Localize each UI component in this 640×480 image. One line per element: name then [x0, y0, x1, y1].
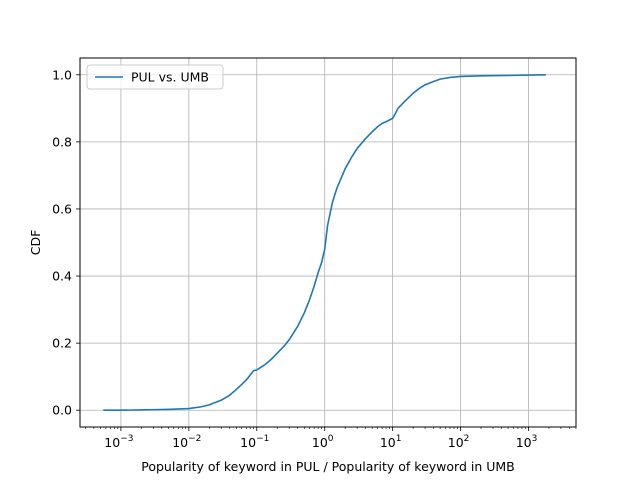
- x-tick-label: 102: [448, 434, 470, 450]
- x-tick-exponent: 1: [396, 434, 402, 444]
- x-tick-base: 10: [104, 435, 120, 450]
- x-tick-exponent: −1: [256, 434, 269, 444]
- x-tick-exponent: 2: [464, 434, 470, 444]
- series-line: [103, 73, 546, 412]
- x-tick-base: 10: [380, 435, 396, 450]
- x-tick-exponent: −2: [188, 434, 201, 444]
- x-axis: 10−3 10−2 10−1 100 101 102 103: [85, 427, 577, 450]
- x-tick-base: 10: [448, 435, 464, 450]
- x-tick-label: 10−3: [104, 434, 133, 450]
- legend-box: [86, 64, 224, 90]
- y-tick-label: 0.2: [52, 336, 72, 351]
- series-layer: [103, 73, 546, 412]
- y-axis: 0.0 0.2 0.4 0.6 0.8 1.0: [52, 67, 80, 418]
- x-tick-base: 10: [516, 435, 532, 450]
- grid: [80, 58, 576, 427]
- x-tick-base: 10: [240, 435, 256, 450]
- x-tick-label: 101: [380, 434, 402, 450]
- x-tick-base: 10: [172, 435, 188, 450]
- x-tick-label: 100: [312, 434, 334, 450]
- x-tick-label: 10−2: [172, 434, 201, 450]
- axes-frame: [79, 57, 577, 428]
- x-tick-label: 10−1: [240, 434, 269, 450]
- x-axis-label: Popularity of keyword in PUL / Popularit…: [141, 459, 515, 474]
- legend: PUL vs. UMB: [86, 64, 224, 90]
- x-tick-exponent: 0: [328, 434, 334, 444]
- y-tick-label: 0.4: [52, 269, 72, 284]
- x-tick-label: 103: [516, 434, 538, 450]
- y-tick-label: 0.6: [52, 201, 72, 216]
- legend-label: PUL vs. UMB: [131, 70, 209, 85]
- y-axis-label: CDF: [28, 230, 43, 256]
- y-tick-label: 0.8: [52, 134, 72, 149]
- x-tick-exponent: 3: [532, 434, 538, 444]
- x-tick-exponent: −3: [120, 434, 133, 444]
- y-tick-label: 1.0: [52, 67, 72, 82]
- x-tick-base: 10: [312, 435, 328, 450]
- y-tick-label: 0.0: [52, 403, 72, 418]
